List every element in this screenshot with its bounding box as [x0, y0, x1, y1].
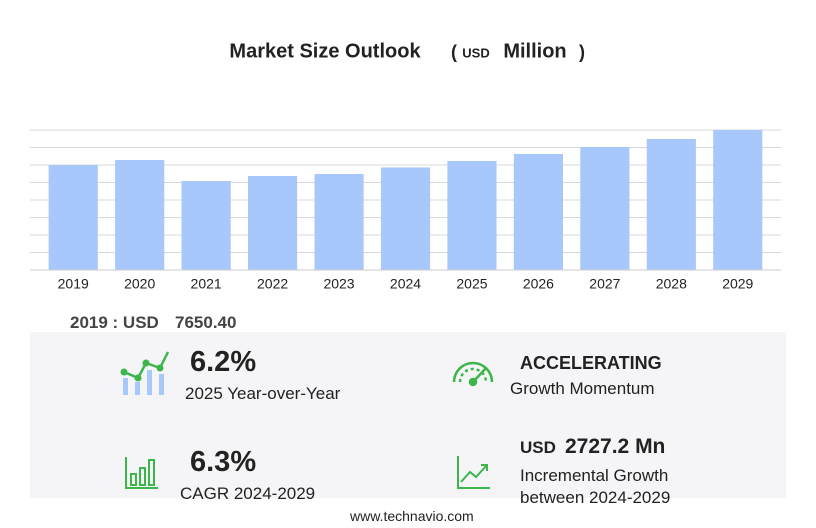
x-tick-label: 2027	[589, 276, 620, 292]
bar	[48, 164, 98, 270]
stat-label: Incremental Growth	[520, 466, 669, 485]
x-tick-label: 2024	[390, 276, 421, 292]
highlight-value: 7650.40	[175, 313, 237, 332]
bar	[447, 160, 497, 270]
bar	[646, 138, 696, 270]
x-tick-label: 2021	[191, 276, 222, 292]
bar	[181, 180, 231, 270]
title-unit: USD	[462, 45, 489, 60]
stat-value: 2727.2 Mn	[565, 435, 666, 458]
x-tick-label: 2029	[722, 276, 753, 292]
title-paren: )	[579, 42, 585, 62]
bar	[115, 159, 165, 270]
x-tick-label: 2025	[456, 276, 487, 292]
bar	[580, 146, 630, 270]
footer: www.technavio.com	[350, 508, 474, 524]
bar	[314, 173, 364, 270]
stat-value: 6.2%	[190, 346, 257, 378]
stats-panel	[30, 332, 786, 498]
chart-title: Market Size Outlook	[229, 40, 421, 62]
title-paren: (	[451, 42, 457, 62]
stat-label: 2025 Year-over-Year	[185, 384, 341, 403]
bar	[513, 153, 563, 270]
stat-label: between 2024-2029	[520, 488, 671, 507]
x-tick-label: 2019	[58, 276, 89, 292]
bar	[248, 175, 298, 270]
x-tick-label: 2023	[323, 276, 354, 292]
stat-value: 6.3%	[190, 446, 257, 478]
stat-label: CAGR 2024-2029	[180, 484, 316, 503]
bar	[380, 167, 431, 270]
bar	[713, 130, 763, 270]
x-tick-label: 2020	[124, 276, 155, 292]
x-tick-label: 2026	[523, 276, 554, 292]
stat-label: Growth Momentum	[510, 379, 655, 398]
chart: Market Size Outlook ( USD Million ) 2019…	[30, 40, 781, 292]
stat-value: ACCELERATING	[520, 353, 662, 373]
x-tick-label: 2028	[656, 276, 687, 292]
highlight-label: 2019 : USD	[70, 313, 159, 332]
stat-unit: USD	[520, 438, 556, 457]
x-tick-label: 2022	[257, 276, 288, 292]
title-unit-name: Million	[503, 40, 566, 62]
